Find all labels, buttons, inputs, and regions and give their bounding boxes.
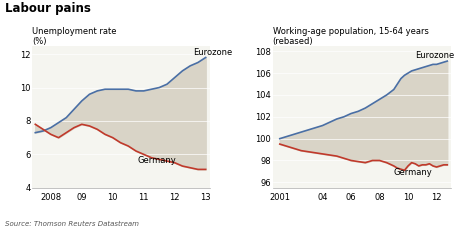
Text: Eurozone: Eurozone [414,51,453,60]
Text: Source: Thomson Reuters Datastream: Source: Thomson Reuters Datastream [5,221,138,227]
Text: (rebased): (rebased) [272,37,313,46]
Text: Germany: Germany [137,156,176,165]
Text: Working-age population, 15-64 years: Working-age population, 15-64 years [272,27,428,36]
Text: Labour pains: Labour pains [5,2,90,15]
Text: Germany: Germany [393,168,431,177]
Text: Unemployment rate: Unemployment rate [32,27,117,36]
Text: Eurozone: Eurozone [193,48,232,57]
Text: (%): (%) [32,37,47,46]
